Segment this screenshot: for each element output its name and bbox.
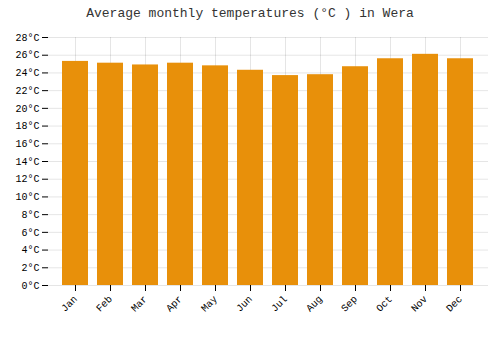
svg-text:Jun: Jun [234, 294, 255, 315]
svg-text:Oct: Oct [374, 294, 395, 315]
svg-text:6°C: 6°C [21, 228, 39, 239]
svg-text:12°C: 12°C [15, 174, 39, 185]
svg-text:Dec: Dec [444, 294, 465, 315]
svg-text:Jul: Jul [269, 294, 290, 315]
svg-text:14°C: 14°C [15, 157, 39, 168]
svg-text:22°C: 22°C [15, 86, 39, 97]
svg-text:28°C: 28°C [15, 33, 39, 44]
svg-text:Feb: Feb [94, 294, 115, 315]
svg-text:20°C: 20°C [15, 104, 39, 115]
svg-text:8°C: 8°C [21, 210, 39, 221]
svg-text:Sep: Sep [339, 294, 360, 315]
html-text:Average monthly temperatures (: Average monthly temperatures (°C ) in We… [86, 6, 414, 21]
svg-text:10°C: 10°C [15, 192, 39, 203]
svg-text:Nov: Nov [409, 294, 430, 315]
svg-text:0°C: 0°C [21, 281, 39, 292]
svg-text:Apr: Apr [164, 294, 185, 315]
svg-text:Jan: Jan [59, 294, 80, 315]
svg-text:Aug: Aug [304, 294, 325, 315]
svg-text:May: May [199, 294, 220, 315]
svg-text:16°C: 16°C [15, 139, 39, 150]
svg-text:26°C: 26°C [15, 50, 39, 61]
svg-text:4°C: 4°C [21, 245, 39, 256]
svg-text:2°C: 2°C [21, 263, 39, 274]
svg-text:Mar: Mar [129, 294, 150, 315]
svg-text:24°C: 24°C [15, 68, 39, 79]
svg-text:18°C: 18°C [15, 121, 39, 132]
